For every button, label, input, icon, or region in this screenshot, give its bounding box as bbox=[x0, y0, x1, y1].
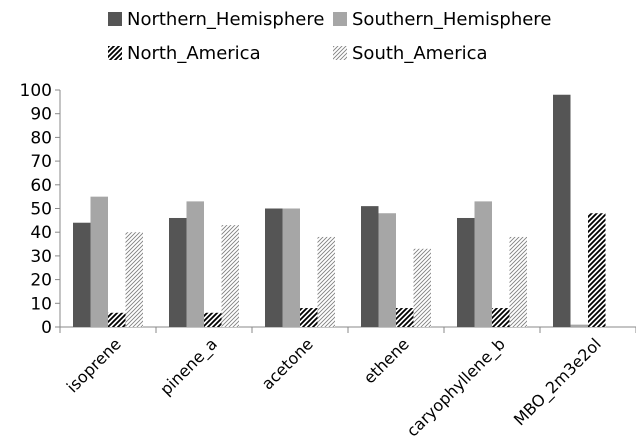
y-tick-label: 50 bbox=[30, 200, 52, 220]
y-tick-label: 60 bbox=[30, 176, 52, 196]
bar-northern-hemisphere-caryophyllene-b bbox=[457, 217, 475, 327]
legend-label-south-america: South_America bbox=[352, 43, 488, 64]
bar-north-america-acetone bbox=[300, 308, 318, 327]
bar-north-america-pinene-a bbox=[204, 312, 222, 327]
bar-south-america-caryophyllene-b bbox=[509, 236, 527, 327]
y-tick-label: 90 bbox=[30, 105, 52, 125]
bar-north-america-isoprene bbox=[108, 312, 126, 327]
legend-swatch-northern-hemisphere bbox=[108, 12, 122, 26]
y-tick-label: 40 bbox=[30, 223, 52, 243]
bar-north-america-caryophyllene-b bbox=[492, 308, 510, 327]
bar-southern-hemisphere-pinene-a bbox=[186, 201, 204, 327]
y-tick-label: 100 bbox=[20, 81, 52, 101]
y-tick-label: 30 bbox=[30, 247, 52, 267]
y-tick-label: 80 bbox=[30, 128, 52, 148]
x-axis: isoprene pinene_a acetone ethenecaryophylle… bbox=[59, 326, 636, 441]
legend-swatch-southern-hemisphere bbox=[333, 12, 347, 26]
x-tick-label-ethene: ethene bbox=[360, 334, 413, 387]
bar-northern-hemisphere-acetone bbox=[265, 208, 283, 327]
x-tick-label-mbo-2m3e2ol: MBO_2m3e2ol bbox=[510, 334, 606, 430]
bar-south-america-ethene bbox=[413, 248, 431, 327]
x-tick-label-caryophyllene-b: caryophyllene_b bbox=[403, 334, 510, 441]
bar-southern-hemisphere-acetone bbox=[282, 208, 300, 327]
bar-southern-hemisphere-mbo-2m3e2ol bbox=[570, 324, 588, 327]
y-tick-label: 20 bbox=[30, 271, 52, 291]
y-tick-label: 70 bbox=[30, 152, 52, 172]
bars bbox=[73, 94, 606, 328]
x-tick-label-isoprene: isoprene bbox=[63, 334, 125, 396]
legend-label-southern-hemisphere: Southern_Hemisphere bbox=[352, 9, 551, 30]
y-tick-label: 10 bbox=[30, 294, 52, 314]
bar-southern-hemisphere-ethene bbox=[378, 213, 396, 327]
bar-northern-hemisphere-isoprene bbox=[73, 222, 91, 327]
y-axis: 0 10 20 30 40 50 60 70 80 90 100 bbox=[20, 81, 61, 338]
legend-label-northern-hemisphere: Northern_Hemisphere bbox=[127, 9, 324, 30]
bar-southern-hemisphere-isoprene bbox=[90, 196, 108, 327]
bar-north-america-ethene bbox=[396, 308, 414, 327]
y-tick-label: 0 bbox=[41, 318, 52, 338]
bar-northern-hemisphere-ethene bbox=[361, 206, 379, 327]
legend-swatch-north-america bbox=[108, 46, 122, 60]
legend-swatch-south-america bbox=[333, 46, 347, 60]
bar-south-america-isoprene bbox=[125, 232, 143, 327]
bar-northern-hemisphere-mbo-2m3e2ol bbox=[553, 94, 571, 328]
legend: Northern_Hemisphere Southern_Hemisphere No… bbox=[108, 9, 551, 64]
bar-south-america-pinene-a bbox=[221, 225, 239, 327]
x-tick-label-acetone: acetone bbox=[258, 334, 317, 393]
bar-south-america-acetone bbox=[317, 236, 335, 327]
x-tick-label-pinene-a: pinene_a bbox=[156, 334, 221, 399]
legend-label-north-america: North_America bbox=[127, 43, 261, 64]
bar-southern-hemisphere-caryophyllene-b bbox=[474, 201, 492, 327]
bar-north-america-mbo-2m3e2ol bbox=[588, 213, 606, 327]
bar-northern-hemisphere-pinene-a bbox=[169, 217, 187, 327]
